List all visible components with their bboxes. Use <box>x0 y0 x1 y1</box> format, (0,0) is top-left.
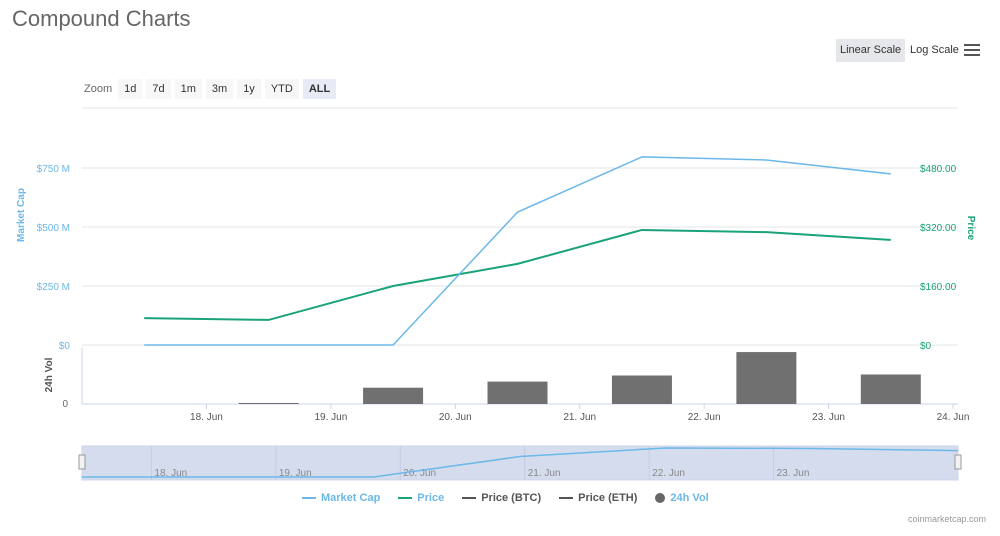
credit-link[interactable]: coinmarketcap.com <box>907 514 986 524</box>
navigator-tick-label: 21. Jun <box>528 468 561 479</box>
volume-tick-label: 0 <box>62 399 68 410</box>
volume-bar <box>238 402 299 404</box>
x-tick-label: 21. Jun <box>563 412 596 423</box>
legend-price[interactable]: Price <box>398 492 444 504</box>
volume-bar <box>860 374 921 404</box>
right-axis-title: Price <box>965 216 976 241</box>
volume-bar <box>736 352 797 404</box>
market-cap-line <box>144 156 891 346</box>
navigator-handle[interactable] <box>78 454 86 470</box>
volume-bar <box>611 375 672 404</box>
left-axis-title: Market Cap <box>16 188 27 242</box>
x-tick-label: 19. Jun <box>314 412 347 423</box>
log-scale-button[interactable]: Log Scale <box>910 44 959 56</box>
left-tick-label: $250 M <box>37 282 70 293</box>
right-tick-label: $160.00 <box>920 282 957 293</box>
legend-label: Price (BTC) <box>481 492 542 504</box>
x-tick-label: 24. Jun <box>937 412 970 423</box>
zoom-1d[interactable]: 1d <box>118 79 143 99</box>
legend-label: Price (ETH) <box>578 492 638 504</box>
right-tick-label: $320.00 <box>920 223 957 234</box>
x-tick-label: 20. Jun <box>439 412 472 423</box>
x-tick-label: 18. Jun <box>190 412 223 423</box>
legend-label: 24h Vol <box>670 492 709 504</box>
x-tick-label: 23. Jun <box>812 412 845 423</box>
legend-label: Price <box>417 492 445 504</box>
volume-axis-title: 24h Vol <box>44 357 55 392</box>
legend-price-btc[interactable]: Price (BTC) <box>462 492 541 504</box>
zoom-3m[interactable]: 3m <box>205 79 234 99</box>
x-tick-label: 22. Jun <box>688 412 721 423</box>
navigator-tick-label: 19. Jun <box>279 468 312 479</box>
navigator-selection <box>81 445 959 481</box>
navigator-handle[interactable] <box>954 454 962 470</box>
legend-24h-vol[interactable]: 24h Vol <box>655 492 709 504</box>
navigator-market-cap-line <box>82 447 959 478</box>
zoom-bar: Zoom 1d 7d 1m 3m 1y YTD ALL <box>84 79 337 99</box>
right-tick-label: $0 <box>920 341 932 352</box>
navigator-tick-label: 20. Jun <box>403 468 436 479</box>
zoom-7d[interactable]: 7d <box>146 79 171 99</box>
navigator-tick-label: 23. Jun <box>777 468 810 479</box>
zoom-ytd[interactable]: YTD <box>264 79 299 99</box>
zoom-1y[interactable]: 1y <box>237 79 261 99</box>
right-tick-label: $480.00 <box>920 164 957 175</box>
navigator-tick-label: 22. Jun <box>652 468 685 479</box>
navigator-tick-label: 18. Jun <box>154 468 187 479</box>
volume-bar <box>363 387 424 404</box>
hamburger-menu-icon[interactable] <box>964 44 980 59</box>
zoom-all[interactable]: ALL <box>302 79 337 99</box>
legend-market-cap[interactable]: Market Cap <box>302 492 380 504</box>
linear-scale-button[interactable]: Linear Scale <box>836 39 906 62</box>
legend: Market Cap Price Price (BTC) Price (ETH)… <box>302 492 709 504</box>
volume-bar <box>487 381 548 404</box>
legend-price-eth[interactable]: Price (ETH) <box>559 492 637 504</box>
left-tick-label: $500 M <box>37 223 70 234</box>
left-tick-label: $750 M <box>37 164 70 175</box>
legend-label: Market Cap <box>321 492 381 504</box>
page-title: Compound Charts <box>12 6 191 31</box>
zoom-label: Zoom <box>84 83 113 95</box>
left-tick-label: $0 <box>59 341 71 352</box>
zoom-1m[interactable]: 1m <box>174 79 202 99</box>
price-line <box>144 228 891 321</box>
